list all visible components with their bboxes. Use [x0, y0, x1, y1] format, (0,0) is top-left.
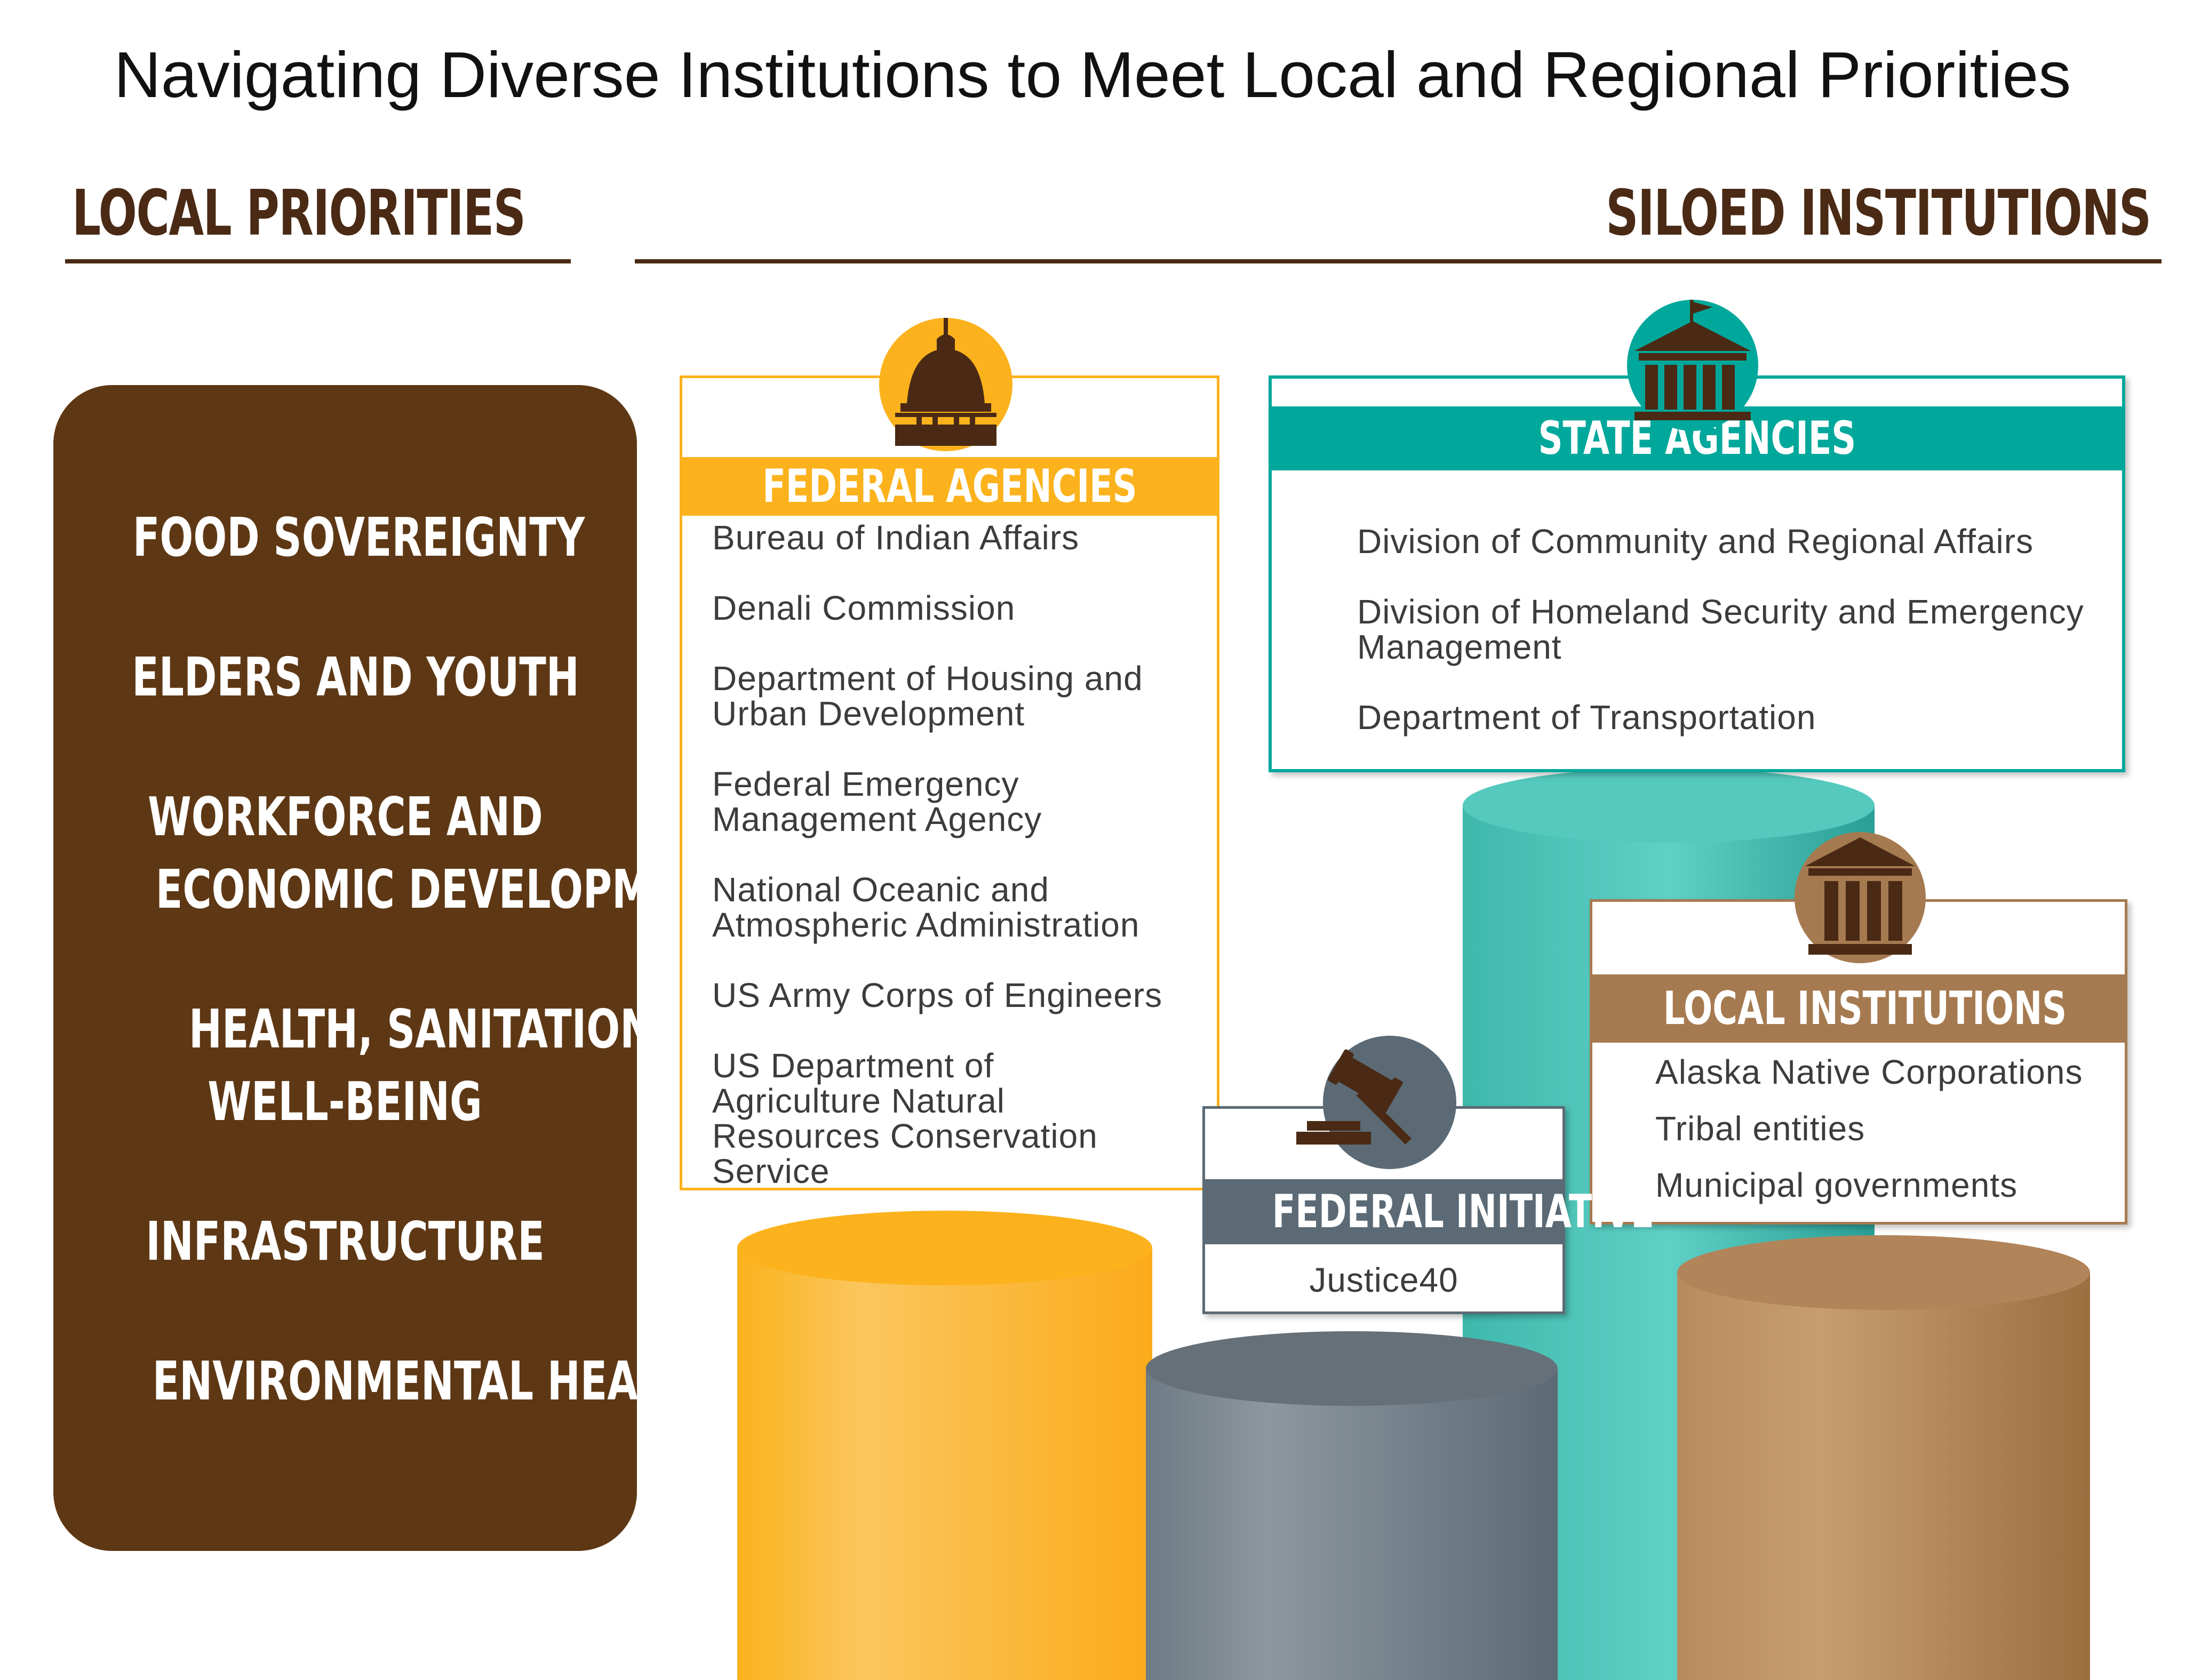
federal-initiative-title: FEDERAL INITIATIVE	[1205, 1179, 1654, 1244]
priority-food-sovereignty: FOOD SOVEREIGNTY	[132, 506, 585, 569]
local-silo	[1677, 1235, 2090, 1680]
federal-silo	[737, 1211, 1152, 1680]
gavel-icon	[1296, 1036, 1456, 1169]
state-item-2b: Management	[1357, 628, 1562, 666]
left-heading-rule	[65, 259, 571, 263]
federal-agencies-title: FEDERAL AGENCIES	[682, 457, 1217, 516]
state-item-3: Department of Transportation	[1357, 698, 1816, 737]
federal-item-noaa-2: Atmospheric Administration	[712, 906, 1140, 944]
page-title: Navigating Diverse Institutions to Meet …	[114, 38, 2071, 111]
federal-item-usda-3: Resources Conservation	[712, 1117, 1098, 1155]
local-priorities-heading: LOCAL PRIORITIES	[72, 176, 526, 250]
priority-health-line2: WELL-BEING	[208, 1070, 483, 1133]
federal-item-bia: Bureau of Indian Affairs	[712, 518, 1080, 557]
priority-environmental-health: ENVIRONMENTAL HEALTH	[152, 1350, 716, 1412]
local-priorities-panel: FOOD SOVEREIGNTY ELDERS AND YOUTH WORKFO…	[53, 385, 778, 1551]
federal-item-fema-1: Federal Emergency	[712, 765, 1019, 803]
federal-item-denali: Denali Commission	[712, 589, 1016, 627]
federal-agencies-box: FEDERAL AGENCIES Bureau of Indian Affair…	[680, 375, 1219, 1190]
columned-building-icon	[1795, 832, 1926, 963]
federal-item-usda-2: Agriculture Natural	[712, 1082, 1005, 1120]
initiative-item-justice40: Justice40	[1309, 1261, 1458, 1299]
state-item-2a: Division of Homeland Security and Emerge…	[1357, 593, 2084, 631]
state-agencies-box: STATE AGENCIES Division of Community and…	[1269, 375, 2125, 772]
federal-item-hud-1: Department of Housing and	[712, 659, 1143, 698]
right-heading-rule	[635, 259, 2162, 263]
federal-item-noaa-1: National Oceanic and	[712, 870, 1049, 909]
local-item-municipal: Municipal governments	[1655, 1166, 2018, 1204]
capitol-dome-icon	[879, 318, 1012, 451]
federal-item-fema-2: Management Agency	[712, 800, 1042, 838]
siloed-institutions-heading: SILOED INSTITUTIONS	[1606, 176, 2152, 250]
state-capitol-flag-icon	[1627, 300, 1758, 431]
local-institutions-title: LOCAL INSTITUTIONS	[1592, 974, 2125, 1043]
federal-item-usda-4: Service	[712, 1152, 830, 1190]
state-item-1: Division of Community and Regional Affai…	[1357, 522, 2034, 561]
federal-item-usace: US Army Corps of Engineers	[712, 976, 1163, 1014]
priority-infrastructure: INFRASTRUCTURE	[146, 1210, 545, 1273]
federal-item-hud-2: Urban Development	[712, 694, 1025, 733]
priority-workforce-line2: ECONOMIC DEVELOPMENT	[155, 858, 738, 921]
local-item-anc: Alaska Native Corporations	[1655, 1053, 2083, 1091]
local-item-tribal: Tribal entities	[1655, 1109, 1865, 1148]
priority-elders-youth: ELDERS AND YOUTH	[132, 646, 579, 708]
priority-workforce-line1: WORKFORCE AND	[147, 786, 543, 848]
initiative-silo	[1146, 1331, 1558, 1680]
federal-item-usda-1: US Department of	[712, 1046, 994, 1085]
